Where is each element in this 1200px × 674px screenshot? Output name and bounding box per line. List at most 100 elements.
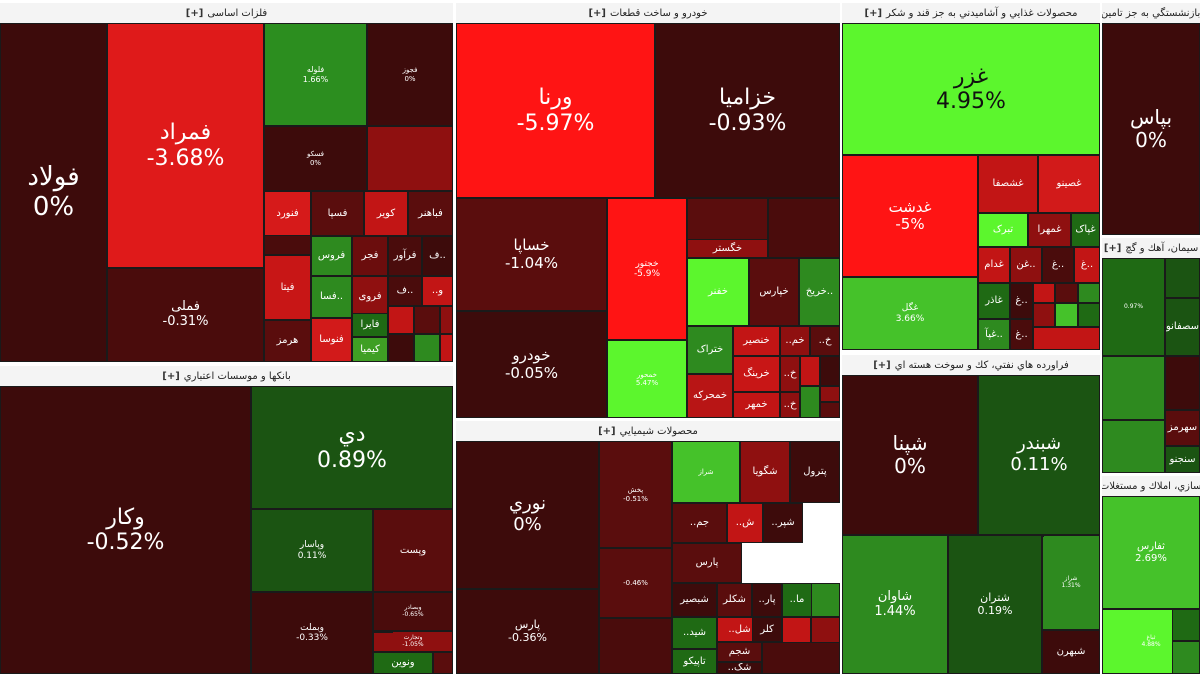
stock-tile[interactable]: فروس bbox=[311, 236, 352, 276]
stock-tile[interactable]: فیتا bbox=[264, 255, 311, 320]
stock-tile[interactable]: ورنا -5.97% bbox=[456, 23, 655, 198]
stock-tile[interactable]: ..خ bbox=[780, 356, 800, 392]
stock-tile[interactable]: وبملت -0.33% bbox=[251, 592, 373, 674]
stock-tile[interactable]: ختراک bbox=[687, 326, 733, 374]
stock-tile[interactable]: ..خ bbox=[780, 392, 800, 418]
stock-tile[interactable]: ..شپر bbox=[763, 503, 803, 543]
stock-tile[interactable] bbox=[1172, 609, 1200, 641]
stock-tile[interactable] bbox=[1055, 303, 1078, 327]
stock-tile[interactable]: دي 0.89% bbox=[251, 386, 453, 509]
stock-tile[interactable]: وبصادر -0.65% bbox=[373, 592, 453, 631]
stock-tile[interactable]: خرینگ bbox=[733, 356, 780, 392]
stock-tile[interactable]: خگستر bbox=[687, 239, 768, 258]
stock-tile[interactable] bbox=[1033, 283, 1055, 303]
stock-tile[interactable] bbox=[388, 306, 414, 334]
stock-tile[interactable]: فباهنر bbox=[408, 191, 453, 236]
stock-tile[interactable]: ..جم bbox=[672, 503, 727, 543]
stock-tile[interactable]: شگویا bbox=[740, 441, 790, 503]
stock-tile[interactable]: فسا.. bbox=[311, 276, 352, 318]
stock-tile[interactable]: غزر 4.95% bbox=[842, 23, 1100, 155]
stock-tile[interactable]: خودرو -0.05% bbox=[456, 311, 607, 418]
stock-tile[interactable]: بپاس 0% bbox=[1102, 23, 1200, 235]
stock-tile[interactable]: شبندر 0.11% bbox=[978, 375, 1100, 535]
stock-tile[interactable]: فملی -0.31% bbox=[107, 268, 264, 362]
stock-tile[interactable] bbox=[1078, 283, 1100, 303]
expand-sector-button[interactable]: [+] bbox=[162, 370, 180, 382]
stock-tile[interactable] bbox=[599, 618, 672, 674]
stock-tile[interactable]: -0.46% bbox=[599, 548, 672, 618]
stock-tile[interactable]: خمحور 5.47% bbox=[607, 340, 687, 418]
stock-tile[interactable]: غشصفا bbox=[978, 155, 1038, 213]
stock-tile[interactable] bbox=[1055, 283, 1078, 303]
stock-tile[interactable]: ..ما bbox=[782, 583, 812, 617]
stock-tile[interactable] bbox=[768, 198, 840, 258]
stock-tile[interactable]: فلوله 1.66% bbox=[264, 23, 367, 126]
stock-tile[interactable]: نوري 0% bbox=[456, 441, 599, 589]
stock-tile[interactable]: وتجارت -1.05% bbox=[373, 631, 453, 652]
stock-tile[interactable]: کلر bbox=[752, 617, 782, 642]
stock-tile[interactable]: خزامیا -0.93% bbox=[655, 23, 840, 198]
stock-tile[interactable] bbox=[762, 642, 840, 674]
stock-tile[interactable]: پترول bbox=[790, 441, 840, 503]
stock-tile[interactable] bbox=[1042, 535, 1044, 537]
expand-sector-button[interactable]: [+] bbox=[873, 359, 891, 371]
stock-tile[interactable]: فرآور bbox=[388, 236, 422, 276]
stock-tile[interactable] bbox=[820, 356, 840, 386]
stock-tile[interactable] bbox=[820, 386, 840, 402]
expand-sector-button[interactable]: [+] bbox=[864, 7, 883, 19]
stock-tile[interactable]: غ.. bbox=[1010, 283, 1033, 319]
stock-tile[interactable]: غدام bbox=[978, 247, 1010, 283]
stock-tile[interactable]: کویر bbox=[364, 191, 408, 236]
stock-tile[interactable] bbox=[433, 652, 453, 674]
stock-tile[interactable] bbox=[373, 631, 393, 633]
expand-sector-button[interactable]: [+] bbox=[1103, 242, 1122, 254]
stock-tile[interactable]: ..و bbox=[422, 276, 453, 306]
stock-tile[interactable] bbox=[414, 306, 440, 334]
stock-tile[interactable]: غپآ.. bbox=[978, 319, 1010, 350]
stock-tile[interactable]: غ.. bbox=[1042, 247, 1074, 283]
stock-tile[interactable]: فسکو 0% bbox=[264, 126, 367, 191]
stock-tile[interactable]: ..خ bbox=[810, 326, 840, 356]
expand-sector-button[interactable]: [+] bbox=[588, 7, 606, 19]
stock-tile[interactable] bbox=[1078, 303, 1100, 327]
stock-tile[interactable] bbox=[1165, 356, 1200, 410]
stock-tile[interactable]: شپنا 0% bbox=[842, 375, 978, 535]
stock-tile[interactable]: فروی bbox=[352, 276, 388, 318]
stock-tile[interactable]: تبرک bbox=[978, 213, 1028, 247]
stock-tile[interactable]: فایرا bbox=[352, 313, 388, 337]
stock-tile[interactable] bbox=[1165, 258, 1200, 298]
stock-tile[interactable]: خمهر bbox=[733, 392, 780, 418]
stock-tile[interactable]: فجوز 0% bbox=[367, 23, 453, 126]
stock-tile[interactable]: سنجنو bbox=[1165, 446, 1200, 473]
stock-tile[interactable] bbox=[264, 235, 311, 255]
stock-tile[interactable]: خمحرکه bbox=[687, 374, 733, 418]
stock-tile[interactable] bbox=[1033, 303, 1055, 327]
stock-tile[interactable]: فجر bbox=[352, 236, 388, 276]
stock-tile[interactable]: ..شک bbox=[717, 662, 762, 674]
stock-tile[interactable]: فسپا bbox=[311, 191, 364, 236]
expand-sector-button[interactable]: [+] bbox=[598, 425, 616, 437]
stock-tile[interactable]: فنوسا bbox=[311, 318, 352, 362]
stock-tile[interactable]: ..خم bbox=[780, 326, 810, 356]
stock-tile[interactable] bbox=[820, 402, 840, 418]
stock-tile[interactable]: هرمز bbox=[264, 320, 311, 362]
stock-tile[interactable]: سهرمز bbox=[1165, 410, 1200, 446]
stock-tile[interactable]: شبصیر bbox=[672, 583, 717, 617]
stock-tile[interactable]: شراز 1.31% bbox=[1042, 535, 1100, 630]
stock-tile[interactable]: وپاسار 0.11% bbox=[251, 509, 373, 592]
stock-tile[interactable]: غمهرا bbox=[1028, 213, 1071, 247]
stock-tile[interactable]: ف.. bbox=[422, 236, 453, 276]
stock-tile[interactable]: تاپیکو bbox=[672, 649, 717, 674]
stock-tile[interactable]: پارس -0.36% bbox=[456, 589, 599, 674]
stock-tile[interactable]: خجتور -5.9% bbox=[607, 198, 687, 340]
expand-sector-button[interactable]: [+] bbox=[185, 7, 204, 19]
stock-tile[interactable]: پخش -0.51% bbox=[599, 441, 672, 548]
stock-tile[interactable]: خپارس bbox=[749, 258, 799, 326]
stock-tile[interactable]: پارس bbox=[672, 543, 742, 583]
stock-tile[interactable] bbox=[1033, 327, 1100, 350]
stock-tile[interactable] bbox=[800, 356, 820, 386]
stock-tile[interactable] bbox=[1102, 420, 1165, 473]
stock-tile[interactable]: کیمیا bbox=[352, 337, 388, 362]
stock-tile[interactable]: غگل 3.66% bbox=[842, 277, 978, 350]
stock-tile[interactable]: غ.. bbox=[1010, 319, 1033, 350]
